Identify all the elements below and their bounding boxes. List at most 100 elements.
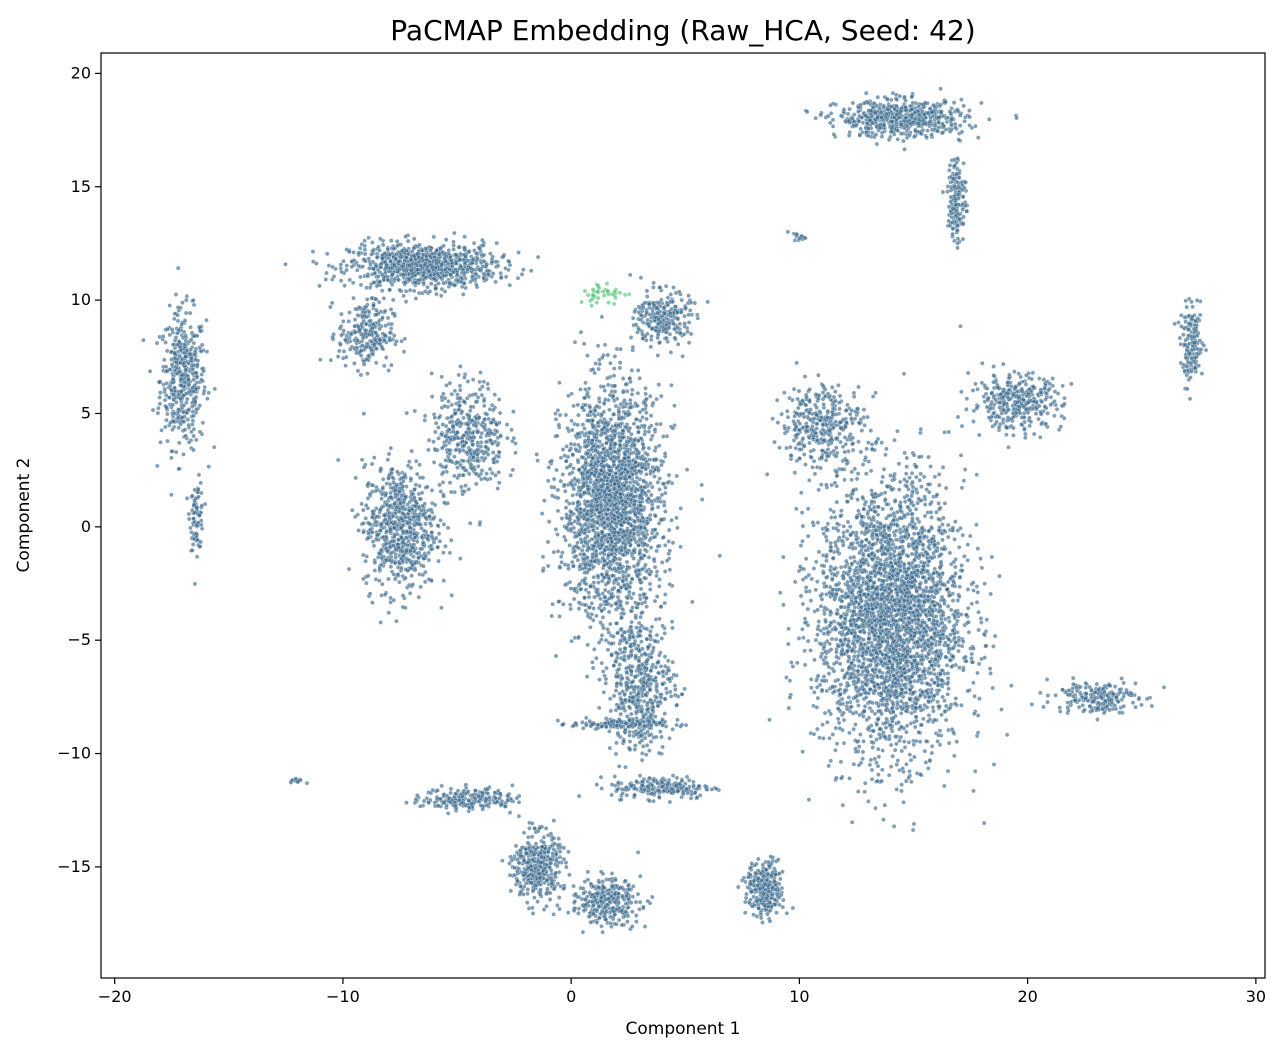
scatter-point — [667, 567, 673, 573]
scatter-point — [410, 582, 416, 587]
scatter-point — [594, 403, 600, 409]
scatter-point — [193, 386, 199, 392]
scatter-point — [386, 610, 392, 615]
scatter-point — [181, 452, 186, 457]
scatter-point — [496, 454, 502, 459]
scatter-point — [678, 506, 683, 511]
scatter-point — [611, 693, 617, 699]
scatter-point — [629, 619, 634, 625]
scatter-point — [666, 472, 672, 478]
scatter-point — [418, 496, 423, 502]
scatter-point — [546, 519, 552, 524]
scatter-point — [384, 262, 389, 268]
scatter-point — [550, 493, 555, 498]
scatter-point — [564, 465, 570, 470]
scatter-point — [590, 455, 595, 461]
scatter-point — [407, 525, 412, 530]
scatter-point — [644, 569, 649, 574]
scatter-point — [159, 428, 164, 433]
scatter-point — [627, 474, 633, 480]
scatter-point — [601, 515, 606, 520]
scatter-point — [464, 429, 469, 435]
scatter-point — [637, 503, 643, 508]
scatter-point — [421, 273, 426, 278]
scatter-point — [595, 428, 600, 434]
scatter-point — [403, 234, 408, 239]
scatter-point — [644, 472, 649, 477]
scatter-point — [628, 405, 633, 410]
scatter-point — [335, 457, 341, 463]
scatter-point — [495, 435, 501, 441]
scatter-point — [413, 261, 419, 267]
scatter-point — [567, 516, 573, 522]
scatter-point — [179, 415, 185, 420]
scatter-point — [372, 560, 378, 565]
scatter-point — [391, 263, 397, 268]
scatter-point — [438, 462, 443, 468]
scatter-point — [371, 280, 377, 285]
scatter-point — [563, 489, 568, 494]
scatter-point — [351, 258, 357, 263]
scatter-point — [617, 537, 623, 543]
scatter-point — [386, 451, 392, 457]
scatter-point — [608, 360, 613, 366]
scatter-point — [399, 565, 404, 571]
scatter-point — [628, 537, 634, 543]
scatter-point — [674, 473, 680, 479]
scatter-point — [558, 455, 564, 460]
scatter-point — [599, 468, 604, 473]
scatter-point — [611, 513, 617, 519]
scatter-point — [663, 490, 668, 496]
scatter-point — [388, 595, 393, 601]
scatter-point — [457, 383, 463, 389]
scatter-point — [616, 454, 621, 460]
scatter-point — [394, 239, 400, 244]
scatter-point — [642, 575, 647, 581]
scatter-point — [393, 256, 399, 261]
scatter-point — [556, 422, 562, 428]
scatter-point — [582, 595, 587, 600]
scatter-point — [193, 399, 198, 405]
scatter-point — [380, 315, 385, 320]
scatter-point — [452, 388, 458, 394]
scatter-point — [492, 392, 498, 397]
scatter-point — [614, 561, 620, 566]
scatter-point — [169, 455, 174, 461]
scatter-point — [461, 415, 466, 421]
scatter-point — [483, 439, 489, 445]
scatter-point — [572, 519, 578, 524]
scatter-point — [398, 525, 404, 530]
scatter-point — [481, 252, 487, 258]
scatter-point — [283, 262, 288, 267]
scatter-point — [489, 402, 495, 408]
scatter-point — [585, 412, 590, 418]
scatter-point — [606, 453, 611, 458]
scatter-point — [184, 410, 189, 416]
scatter-point — [163, 340, 168, 345]
scatter-point — [346, 319, 351, 324]
scatter-point — [643, 386, 648, 391]
scatter-point — [348, 332, 354, 337]
scatter-point — [587, 430, 592, 435]
scatter-point — [352, 317, 358, 322]
scatter-point — [191, 302, 197, 308]
scatter-point — [353, 329, 358, 335]
scatter-point — [433, 429, 438, 435]
scatter-point — [194, 554, 200, 559]
scatter-point — [446, 261, 451, 267]
scatter-point — [655, 544, 661, 549]
scatter-point — [601, 384, 606, 389]
scatter-point — [455, 430, 460, 435]
scatter-point — [571, 486, 576, 492]
scatter-point — [377, 341, 382, 347]
scatter-point — [648, 468, 653, 474]
scatter-point — [633, 615, 638, 621]
scatter-point — [361, 465, 367, 470]
scatter-point — [575, 422, 580, 428]
scatter-point — [431, 276, 437, 282]
scatter-point — [379, 555, 384, 561]
scatter-point — [190, 366, 196, 372]
scatter-point — [436, 281, 441, 286]
scatter-point — [414, 551, 420, 556]
scatter-point — [563, 412, 569, 418]
